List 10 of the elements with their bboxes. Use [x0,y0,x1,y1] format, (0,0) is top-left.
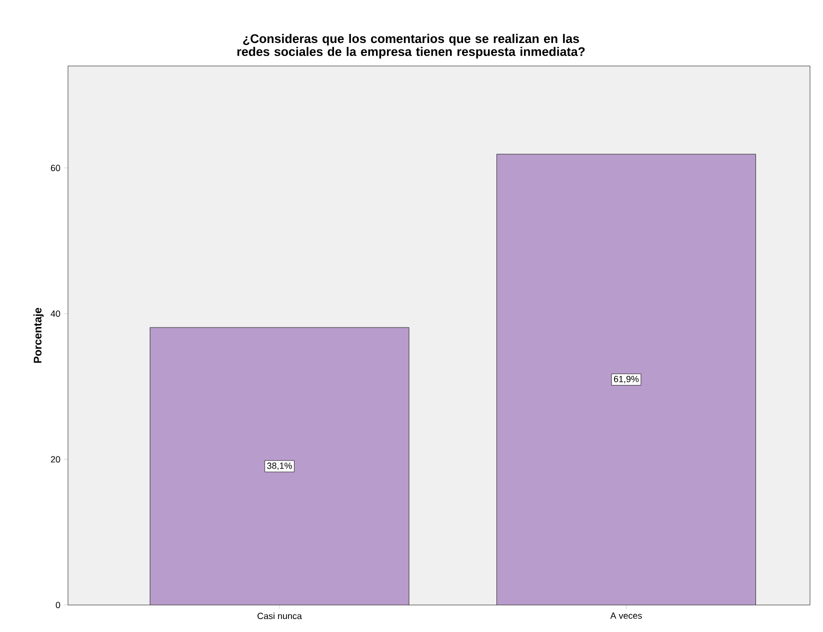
y-tick-label: 20 [50,456,60,463]
y-axis-title: Porcentaje [33,308,44,363]
x-tick-label: Casi nunca [258,612,302,620]
chart-title: ¿Consideras que los comentarios que se realizan en las redes sociales de la empresa tienen respuesta inmediata? [237,34,585,58]
y-tick-label: 0 [56,602,60,608]
data-label: 61,9% [614,376,639,384]
y-tick-label: 40 [50,310,60,317]
y-tick-label: 60 [50,164,60,172]
x-tick-label: A veces [610,612,642,619]
data-label: 38,1% [267,462,292,470]
